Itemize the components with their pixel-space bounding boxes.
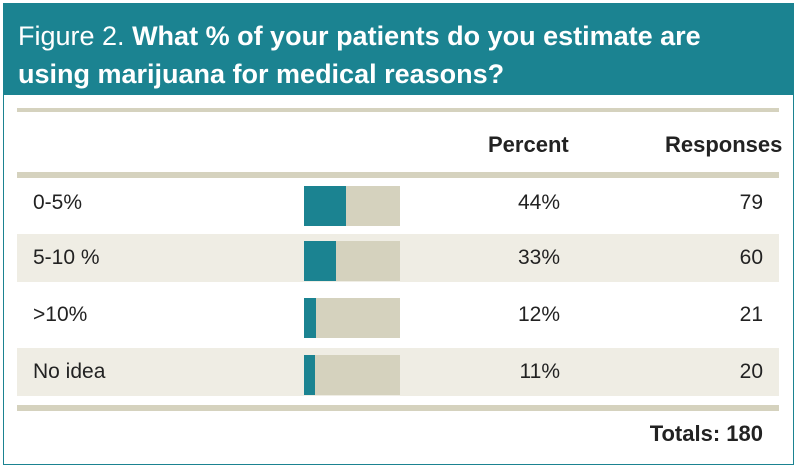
table-row: >10% 12% 21 — [17, 291, 779, 339]
responses-value: 21 — [739, 303, 763, 326]
category-label: 0-5% — [33, 191, 83, 214]
category-label: No idea — [33, 360, 106, 383]
figure-header: Figure 2. What % of your patients do you… — [4, 4, 793, 95]
bar-fill — [304, 355, 315, 395]
bar-track — [304, 241, 400, 281]
header-divider — [17, 172, 779, 178]
bar-track — [304, 355, 400, 395]
bar-fill — [304, 186, 346, 226]
responses-value: 60 — [739, 246, 763, 269]
bar-track — [304, 298, 400, 338]
table-row: 0-5% 44% 79 — [17, 179, 779, 227]
figure-label: Figure 2. — [18, 21, 125, 51]
top-divider — [17, 108, 779, 112]
responses-value: 79 — [739, 191, 763, 214]
bar-fill — [304, 298, 316, 338]
totals-label: Totals: 180 — [649, 421, 763, 446]
percent-column-header: Percent — [488, 132, 569, 157]
percent-value: 11% — [519, 360, 560, 383]
responses-value: 20 — [739, 360, 763, 383]
percent-value: 12% — [517, 303, 560, 326]
percent-value: 33% — [517, 246, 560, 269]
bar-track — [304, 186, 400, 226]
figure-question: What % of your patients do you estimate … — [18, 21, 701, 89]
bar-fill — [304, 241, 336, 281]
table-row: No idea 11% 20 — [17, 348, 779, 396]
category-label: 5-10 % — [33, 246, 100, 269]
responses-column-header: Responses — [665, 132, 783, 157]
percent-value: 44% — [517, 191, 560, 214]
table-row: 5-10 % 33% 60 — [17, 234, 779, 282]
category-label: >10% — [33, 303, 88, 326]
bottom-divider — [17, 405, 779, 411]
